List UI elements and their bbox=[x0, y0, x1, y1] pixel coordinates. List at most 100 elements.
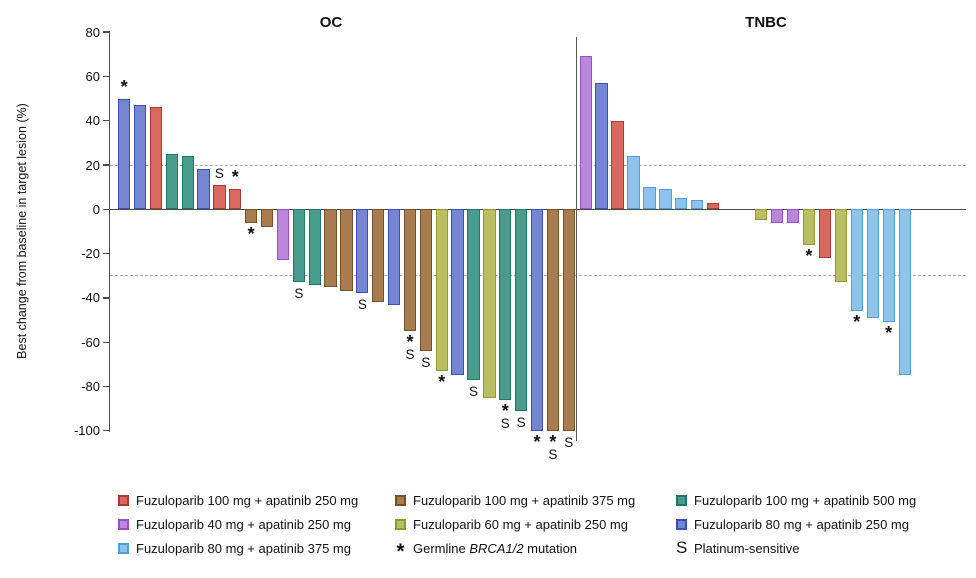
bar bbox=[419, 209, 433, 352]
bar bbox=[595, 83, 608, 210]
legend-label: Fuzuloparib 80 mg + apatinib 375 mg bbox=[136, 540, 351, 556]
legend-label: Fuzuloparib 40 mg + apatinib 250 mg bbox=[136, 516, 351, 532]
bar bbox=[133, 105, 147, 210]
bar bbox=[387, 209, 401, 305]
y-axis-tick bbox=[103, 252, 109, 255]
y-axis-tick bbox=[103, 31, 109, 33]
brca-mutation-asterisk: * bbox=[853, 312, 861, 333]
legend-label: Fuzuloparib 100 mg + apatinib 250 mg bbox=[136, 492, 359, 508]
platinum-sensitive-mark: S bbox=[357, 297, 367, 313]
platinum-sensitive-mark: S bbox=[500, 415, 510, 431]
bar bbox=[530, 209, 544, 431]
bar bbox=[499, 209, 512, 400]
y-axis-tick-label: -40 bbox=[81, 290, 100, 306]
y-axis-tick bbox=[103, 341, 109, 343]
bar-annotation: * bbox=[885, 323, 893, 344]
y-axis-tick bbox=[103, 208, 109, 210]
bar bbox=[834, 209, 847, 283]
bar bbox=[308, 209, 321, 285]
y-axis-tick bbox=[103, 430, 109, 432]
y-axis-tick-label: 0 bbox=[92, 201, 100, 217]
bar bbox=[165, 153, 178, 210]
bar-annotation: S bbox=[294, 286, 304, 302]
bar bbox=[675, 198, 688, 210]
bar bbox=[627, 156, 640, 210]
bar bbox=[659, 189, 672, 210]
bar bbox=[451, 209, 464, 376]
bar-annotation: * bbox=[438, 371, 446, 392]
legend-item: S Platinum-sensitive bbox=[676, 539, 800, 556]
bar-annotation: S bbox=[564, 434, 574, 450]
brca-mutation-asterisk: * bbox=[438, 371, 446, 392]
y-axis-title: Best change from baseline in target lesi… bbox=[15, 103, 29, 359]
bar bbox=[611, 120, 624, 210]
panel-title-tnbc: TNBC bbox=[745, 14, 787, 31]
bar-annotation: * S bbox=[548, 431, 558, 462]
bar-annotation: * bbox=[248, 225, 255, 243]
bar bbox=[340, 209, 353, 292]
brca-mutation-asterisk: * bbox=[406, 332, 414, 353]
reference-line bbox=[110, 164, 966, 166]
bar bbox=[754, 209, 768, 221]
bar bbox=[292, 209, 305, 283]
bar-annotation: * bbox=[805, 247, 812, 265]
bar-annotation: S bbox=[357, 297, 367, 313]
platinum-sensitive-mark: S bbox=[405, 347, 415, 363]
legend-swatch bbox=[395, 518, 406, 530]
legend-label: Platinum-sensitive bbox=[694, 540, 800, 556]
brca-mutation-asterisk: * bbox=[885, 323, 893, 344]
bar bbox=[181, 156, 194, 210]
bar bbox=[770, 209, 784, 223]
y-axis-tick-label: 20 bbox=[85, 157, 100, 173]
platinum-sensitive-mark: S bbox=[294, 286, 304, 302]
bar bbox=[515, 209, 528, 411]
platinum-sensitive-mark: S bbox=[548, 446, 558, 462]
platinum-sensitive-mark: S bbox=[564, 434, 574, 450]
y-axis-tick-label: -100 bbox=[73, 423, 100, 439]
panel-separator-line bbox=[576, 37, 578, 441]
bar bbox=[850, 209, 863, 312]
bar-annotation: * bbox=[121, 78, 128, 96]
legend-swatch bbox=[676, 494, 687, 506]
bar bbox=[802, 209, 816, 245]
platinum-sensitive-mark: S bbox=[516, 414, 526, 430]
y-axis-tick-label: 80 bbox=[85, 24, 100, 40]
legend-label: Fuzuloparib 80 mg + apatinib 250 mg bbox=[694, 516, 909, 532]
y-axis-tick-label: 60 bbox=[85, 68, 100, 84]
bar bbox=[818, 209, 832, 259]
panel-title-oc: OC bbox=[319, 14, 343, 31]
legend-item: Fuzuloparib 80 mg + apatinib 375 mg bbox=[118, 540, 351, 556]
legend-item: Fuzuloparib 80 mg + apatinib 250 mg bbox=[676, 516, 909, 532]
bar-annotation: S bbox=[516, 414, 526, 430]
y-axis-tick-label: -60 bbox=[81, 334, 100, 350]
brca-mutation-asterisk: * bbox=[549, 431, 557, 452]
bar bbox=[691, 200, 704, 210]
bar bbox=[562, 209, 575, 431]
legend-item: Fuzuloparib 40 mg + apatinib 250 mg bbox=[118, 516, 351, 532]
bar bbox=[467, 209, 480, 380]
y-axis-tick bbox=[103, 385, 109, 388]
bar bbox=[118, 98, 131, 210]
bar bbox=[213, 184, 226, 210]
y-axis-tick-label: 40 bbox=[85, 113, 100, 129]
bar bbox=[579, 56, 592, 210]
y-axis-tick bbox=[103, 297, 109, 299]
bar-annotation: * bbox=[232, 168, 239, 186]
bar-annotation: * bbox=[533, 431, 541, 452]
legend-swatch bbox=[118, 542, 129, 554]
brca-mutation-asterisk: * bbox=[533, 431, 541, 452]
platinum-sensitive-mark: S bbox=[468, 383, 479, 399]
legend-label: Germline BRCA1/2 mutation bbox=[413, 540, 578, 556]
legend-swatch bbox=[118, 518, 129, 530]
legend-swatch bbox=[676, 518, 687, 530]
legend-item: Fuzuloparib 60 mg + apatinib 250 mg bbox=[395, 516, 628, 532]
bar bbox=[260, 209, 274, 227]
brca-mutation-asterisk: * bbox=[396, 540, 405, 563]
y-axis-tick bbox=[103, 120, 109, 122]
y-axis-tick-label: -80 bbox=[81, 378, 100, 394]
platinum-sensitive-mark: S bbox=[421, 355, 431, 371]
bar bbox=[324, 209, 337, 287]
bar-annotation: S bbox=[215, 167, 224, 181]
bar bbox=[149, 107, 163, 210]
